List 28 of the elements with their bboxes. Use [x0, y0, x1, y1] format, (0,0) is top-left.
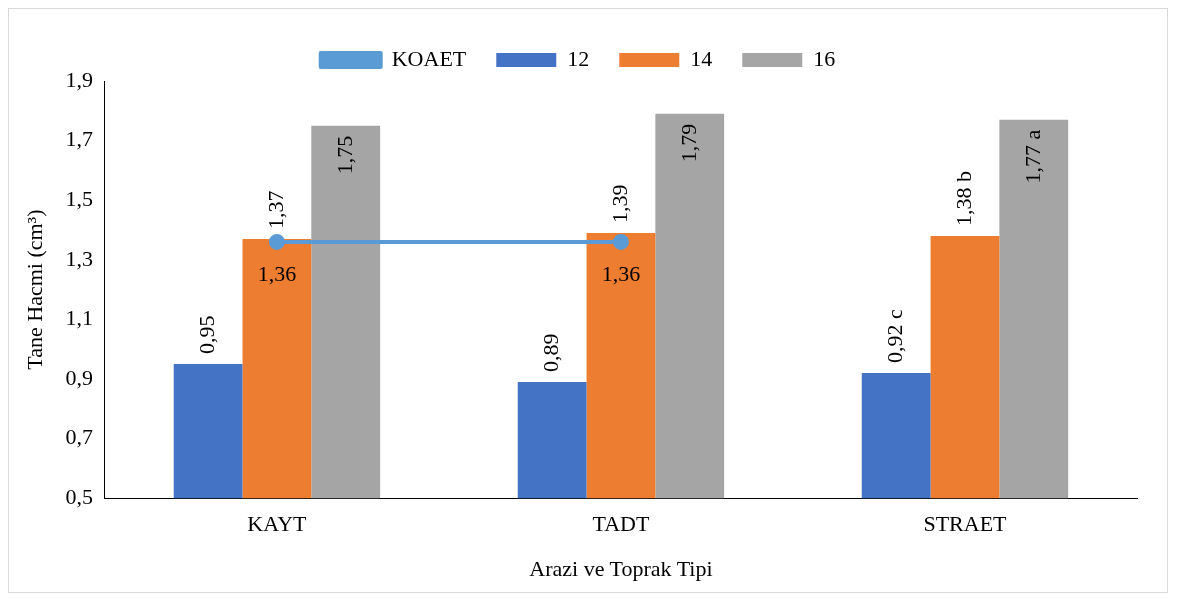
y-tick-label: 1,1	[65, 305, 93, 331]
data-label: 0,92 c	[881, 309, 907, 364]
legend-label: 12	[567, 45, 590, 71]
y-tick-label: 1,3	[65, 245, 93, 271]
y-tick-label: 0,9	[65, 364, 93, 390]
data-label: 0,95	[193, 315, 219, 355]
y-axis-title: Tane Hacmi (cm³)	[21, 209, 47, 370]
data-label: 1,36	[257, 260, 297, 286]
legend-label: KOAET	[391, 45, 467, 71]
data-label: 1,77 a	[1019, 129, 1045, 184]
legend-label: 16	[813, 45, 836, 71]
data-label: 1,37	[262, 190, 288, 229]
data-label: 1,39	[606, 184, 632, 223]
y-tick-label: 1,7	[65, 126, 93, 152]
data-label: 1,36	[601, 260, 641, 286]
y-tick-label: 1,9	[65, 66, 93, 92]
x-tick-label: KAYT	[247, 511, 308, 537]
legend-label: 14	[690, 45, 713, 71]
data-label: 1,38 b	[950, 170, 976, 226]
data-label: 1,79	[675, 123, 701, 163]
y-tick-label: 0,5	[65, 483, 93, 509]
data-label: 0,89	[537, 333, 563, 372]
x-axis-title: Arazi ve Toprak Tipi	[529, 555, 713, 581]
x-tick-label: STRAET	[923, 511, 1008, 537]
y-tick-label: 1,5	[65, 185, 93, 211]
data-label: 1,75	[331, 135, 357, 175]
x-tick-label: TADT	[592, 511, 650, 537]
y-tick-label: 0,7	[65, 424, 93, 450]
